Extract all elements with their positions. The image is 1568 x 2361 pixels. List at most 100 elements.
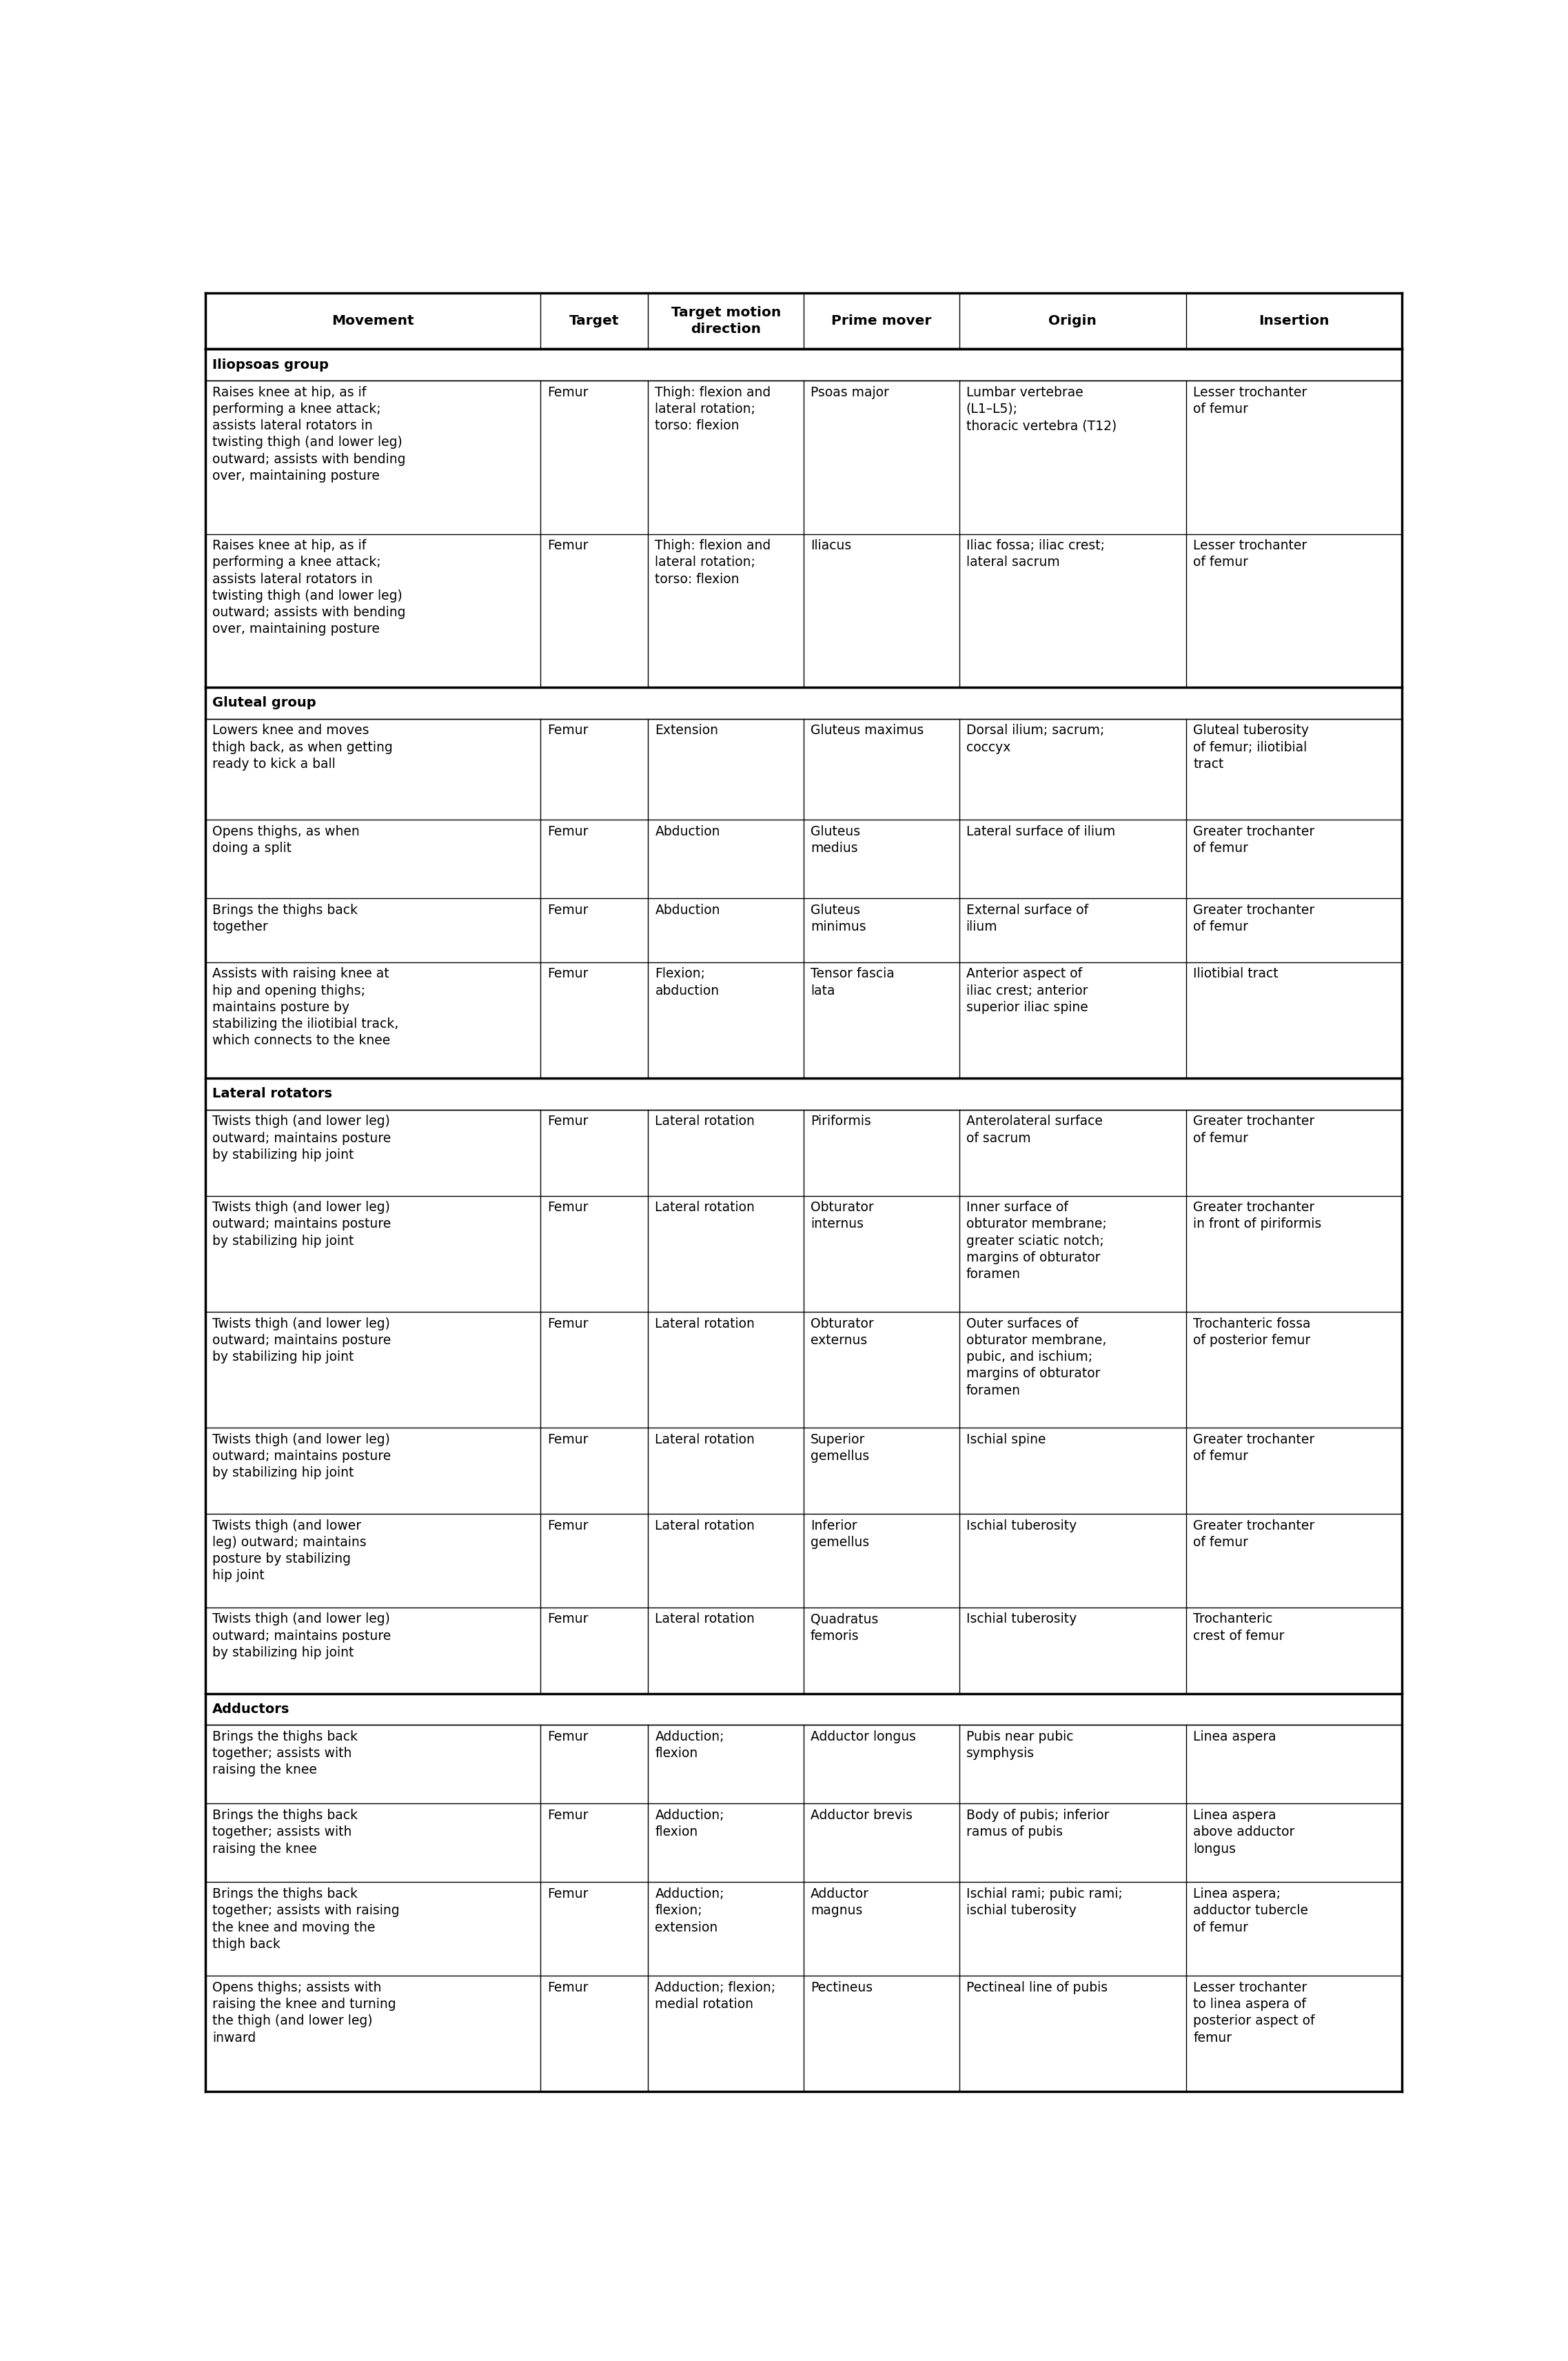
Text: Piriformis: Piriformis xyxy=(811,1114,872,1129)
Bar xyxy=(205,1110,1402,1195)
Text: Gluteus maximus: Gluteus maximus xyxy=(811,725,924,737)
Text: Lateral rotation: Lateral rotation xyxy=(655,1317,754,1329)
Text: Target: Target xyxy=(569,314,619,328)
Text: Obturator
externus: Obturator externus xyxy=(811,1317,873,1346)
Bar xyxy=(205,1428,1402,1513)
Text: Psoas major: Psoas major xyxy=(811,385,889,399)
Text: Adduction;
flexion: Adduction; flexion xyxy=(655,1809,724,1839)
Text: Femur: Femur xyxy=(547,1518,588,1532)
Bar xyxy=(205,293,1402,349)
Text: Extension: Extension xyxy=(655,725,718,737)
Text: Greater trochanter
of femur: Greater trochanter of femur xyxy=(1193,1433,1314,1464)
Text: Tensor fascia
lata: Tensor fascia lata xyxy=(811,968,894,996)
Text: Gluteus
minimus: Gluteus minimus xyxy=(811,904,866,933)
Text: Femur: Femur xyxy=(547,1317,588,1329)
Text: Pubis near pubic
symphysis: Pubis near pubic symphysis xyxy=(966,1731,1073,1759)
Text: Dorsal ilium; sacrum;
coccyx: Dorsal ilium; sacrum; coccyx xyxy=(966,725,1104,753)
Bar xyxy=(205,687,1402,718)
Text: Lesser trochanter
of femur: Lesser trochanter of femur xyxy=(1193,538,1308,569)
Bar xyxy=(205,1513,1402,1608)
Text: Prime mover: Prime mover xyxy=(831,314,931,328)
Text: Brings the thighs back
together; assists with
raising the knee: Brings the thighs back together; assists… xyxy=(213,1809,358,1856)
Bar xyxy=(205,1608,1402,1693)
Bar xyxy=(205,1976,1402,2092)
Text: Ischial tuberosity: Ischial tuberosity xyxy=(966,1613,1077,1627)
Text: Lateral rotation: Lateral rotation xyxy=(655,1518,754,1532)
Text: Trochanteric fossa
of posterior femur: Trochanteric fossa of posterior femur xyxy=(1193,1317,1311,1346)
Text: Superior
gemellus: Superior gemellus xyxy=(811,1433,869,1464)
Text: Lumbar vertebrae
(L1–L5);
thoracic vertebra (T12): Lumbar vertebrae (L1–L5); thoracic verte… xyxy=(966,385,1116,432)
Text: Movement: Movement xyxy=(332,314,414,328)
Text: Body of pubis; inferior
ramus of pubis: Body of pubis; inferior ramus of pubis xyxy=(966,1809,1109,1839)
Text: Gluteal group: Gluteal group xyxy=(213,696,317,711)
Text: Assists with raising knee at
hip and opening thighs;
maintains posture by
stabil: Assists with raising knee at hip and ope… xyxy=(213,968,398,1048)
Text: Ischial rami; pubic rami;
ischial tuberosity: Ischial rami; pubic rami; ischial tubero… xyxy=(966,1886,1123,1917)
Text: Linea aspera;
adductor tubercle
of femur: Linea aspera; adductor tubercle of femur xyxy=(1193,1886,1308,1934)
Text: Femur: Femur xyxy=(547,538,588,552)
Text: Inferior
gemellus: Inferior gemellus xyxy=(811,1518,869,1549)
Text: Raises knee at hip, as if
performing a knee attack;
assists lateral rotators in
: Raises knee at hip, as if performing a k… xyxy=(213,385,406,482)
Text: Outer surfaces of
obturator membrane,
pubic, and ischium;
margins of obturator
f: Outer surfaces of obturator membrane, pu… xyxy=(966,1317,1105,1398)
Text: Twists thigh (and lower leg)
outward; maintains posture
by stabilizing hip joint: Twists thigh (and lower leg) outward; ma… xyxy=(213,1202,392,1247)
Bar xyxy=(205,1079,1402,1110)
Text: Twists thigh (and lower leg)
outward; maintains posture
by stabilizing hip joint: Twists thigh (and lower leg) outward; ma… xyxy=(213,1433,392,1480)
Bar xyxy=(205,1313,1402,1428)
Text: Pectineus: Pectineus xyxy=(811,1981,873,1995)
Bar xyxy=(205,1804,1402,1882)
Text: Opens thighs; assists with
raising the knee and turning
the thigh (and lower leg: Opens thighs; assists with raising the k… xyxy=(213,1981,397,2045)
Text: Obturator
internus: Obturator internus xyxy=(811,1202,873,1230)
Text: Iliacus: Iliacus xyxy=(811,538,851,552)
Text: Adduction;
flexion: Adduction; flexion xyxy=(655,1731,724,1759)
Text: Brings the thighs back
together: Brings the thighs back together xyxy=(213,904,358,933)
Text: Twists thigh (and lower leg)
outward; maintains posture
by stabilizing hip joint: Twists thigh (and lower leg) outward; ma… xyxy=(213,1114,392,1162)
Text: Adductors: Adductors xyxy=(213,1702,290,1716)
Text: Femur: Femur xyxy=(547,904,588,916)
Text: Femur: Femur xyxy=(547,1433,588,1447)
Text: Femur: Femur xyxy=(547,968,588,980)
Text: Pectineal line of pubis: Pectineal line of pubis xyxy=(966,1981,1107,1995)
Bar xyxy=(205,380,1402,534)
Text: Adduction;
flexion;
extension: Adduction; flexion; extension xyxy=(655,1886,724,1934)
Text: Femur: Femur xyxy=(547,725,588,737)
Bar xyxy=(205,1693,1402,1726)
Text: Brings the thighs back
together; assists with
raising the knee: Brings the thighs back together; assists… xyxy=(213,1731,358,1778)
Text: Lesser trochanter
to linea aspera of
posterior aspect of
femur: Lesser trochanter to linea aspera of pos… xyxy=(1193,1981,1316,2045)
Bar xyxy=(205,900,1402,963)
Text: Origin: Origin xyxy=(1049,314,1096,328)
Bar xyxy=(205,819,1402,900)
Text: Femur: Femur xyxy=(547,1809,588,1823)
Text: Lesser trochanter
of femur: Lesser trochanter of femur xyxy=(1193,385,1308,416)
Text: Lateral rotators: Lateral rotators xyxy=(213,1088,332,1100)
Text: Insertion: Insertion xyxy=(1259,314,1330,328)
Text: Abduction: Abduction xyxy=(655,904,720,916)
Text: Opens thighs, as when
doing a split: Opens thighs, as when doing a split xyxy=(213,826,361,855)
Text: Adductor brevis: Adductor brevis xyxy=(811,1809,913,1823)
Text: Anterolateral surface
of sacrum: Anterolateral surface of sacrum xyxy=(966,1114,1102,1145)
Text: Femur: Femur xyxy=(547,1202,588,1214)
Text: Anterior aspect of
iliac crest; anterior
superior iliac spine: Anterior aspect of iliac crest; anterior… xyxy=(966,968,1088,1013)
Text: Gluteal tuberosity
of femur; iliotibial
tract: Gluteal tuberosity of femur; iliotibial … xyxy=(1193,725,1309,770)
Text: Femur: Femur xyxy=(547,385,588,399)
Text: Lateral rotation: Lateral rotation xyxy=(655,1433,754,1447)
Text: Thigh: flexion and
lateral rotation;
torso: flexion: Thigh: flexion and lateral rotation; tor… xyxy=(655,385,771,432)
Text: Femur: Femur xyxy=(547,1886,588,1901)
Text: Lateral rotation: Lateral rotation xyxy=(655,1114,754,1129)
Bar xyxy=(205,1882,1402,1976)
Bar xyxy=(205,963,1402,1079)
Bar xyxy=(205,349,1402,380)
Text: Trochanteric
crest of femur: Trochanteric crest of femur xyxy=(1193,1613,1284,1643)
Text: Thigh: flexion and
lateral rotation;
torso: flexion: Thigh: flexion and lateral rotation; tor… xyxy=(655,538,771,586)
Text: Lateral rotation: Lateral rotation xyxy=(655,1613,754,1627)
Text: Greater trochanter
in front of piriformis: Greater trochanter in front of piriformi… xyxy=(1193,1202,1322,1230)
Text: Lateral rotation: Lateral rotation xyxy=(655,1202,754,1214)
Text: Gluteus
medius: Gluteus medius xyxy=(811,826,861,855)
Text: Iliotibial tract: Iliotibial tract xyxy=(1193,968,1278,980)
Bar xyxy=(205,534,1402,687)
Bar xyxy=(205,718,1402,819)
Text: Abduction: Abduction xyxy=(655,826,720,838)
Text: Inner surface of
obturator membrane;
greater sciatic notch;
margins of obturator: Inner surface of obturator membrane; gre… xyxy=(966,1202,1107,1282)
Text: Femur: Femur xyxy=(547,1731,588,1742)
Text: Brings the thighs back
together; assists with raising
the knee and moving the
th: Brings the thighs back together; assists… xyxy=(213,1886,400,1950)
Text: Ischial spine: Ischial spine xyxy=(966,1433,1046,1447)
Text: Linea aspera
above adductor
longus: Linea aspera above adductor longus xyxy=(1193,1809,1295,1856)
